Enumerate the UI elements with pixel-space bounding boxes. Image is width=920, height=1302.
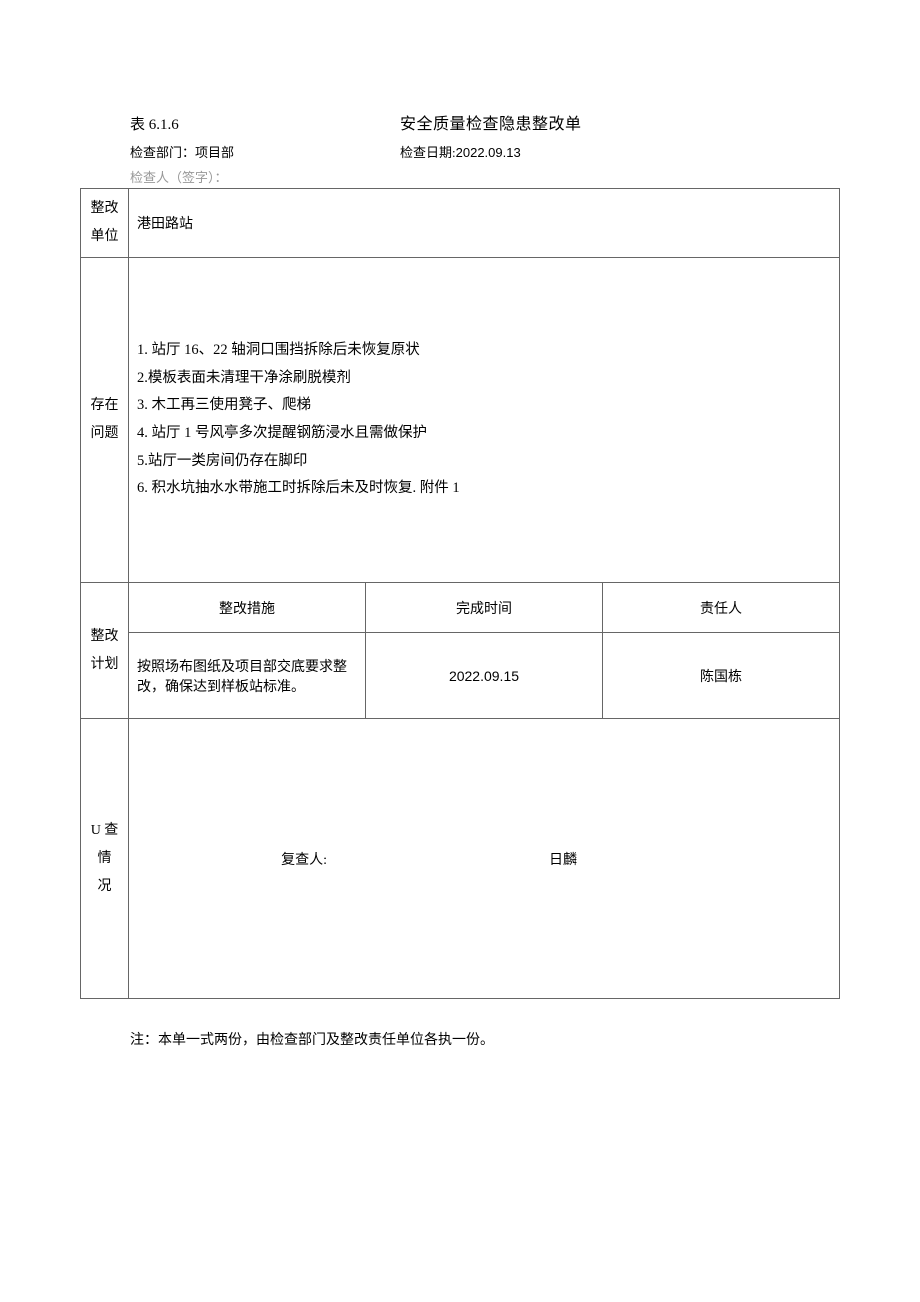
plan-body-row: 按照场布图纸及项目部交底要求整改，确保达到样板站标准。 2022.09.15 陈… xyxy=(81,633,840,719)
date-label: 检查日期: xyxy=(400,145,456,160)
date-value: 2022.09.13 xyxy=(456,145,521,160)
problem-line: 4. 站厅 1 号风亭多次提醒钢筋浸水且需做保护 xyxy=(137,420,831,448)
dept-label: 检查部门： xyxy=(130,145,195,160)
problem-line: 5.站厅一类房间仍存在脚印 xyxy=(137,448,831,476)
problem-line: 2.模板表面未清理干净涂刷脱模剂 xyxy=(137,365,831,393)
problems-cell: 1. 站厅 16、22 轴洞口围挡拆除后未恢复原状 2.模板表面未清理干净涂刷脱… xyxy=(129,258,840,583)
plan-header-time: 完成时间 xyxy=(366,583,603,633)
plan-header-row: 整改计划 整改措施 完成时间 责任人 xyxy=(81,583,840,633)
header-row: 表 6.1.6 安全质量检查隐患整改单 xyxy=(130,110,840,134)
review-cell: 复查人: 日麟 xyxy=(129,719,840,999)
table-number: 表 6.1.6 xyxy=(130,113,400,134)
review-bottom-line: 复查人: 日麟 xyxy=(137,849,831,869)
unit-row: 整改单位 港田路站 xyxy=(81,189,840,258)
problem-line: 1. 站厅 16、22 轴洞口围挡拆除后未恢复原状 xyxy=(137,337,831,365)
dept-field: 检查部门：项目部 xyxy=(130,142,400,161)
problems-row: 存在问题 1. 站厅 16、22 轴洞口围挡拆除后未恢复原状 2.模板表面未清理… xyxy=(81,258,840,583)
problem-line: 3. 木工再三使用凳子、爬梯 xyxy=(137,392,831,420)
plan-header-measure: 整改措施 xyxy=(129,583,366,633)
plan-label: 整改计划 xyxy=(81,583,129,719)
date-field: 检查日期:2022.09.13 xyxy=(400,142,521,161)
unit-value: 港田路站 xyxy=(129,189,840,258)
plan-header-person: 责任人 xyxy=(603,583,840,633)
plan-time-value: 2022.09.15 xyxy=(366,633,603,719)
problems-label: 存在问题 xyxy=(81,258,129,583)
review-row: U 查情 况 复查人: 日麟 xyxy=(81,719,840,999)
footnote: 注：本单一式两份，由检查部门及整改责任单位各执一份。 xyxy=(130,1029,840,1049)
reviewer-label: 复查人: xyxy=(137,849,337,869)
meta-row: 检查部门：项目部 检查日期:2022.09.13 xyxy=(130,142,840,161)
plan-measure-value: 按照场布图纸及项目部交底要求整改，确保达到样板站标准。 xyxy=(129,633,366,719)
dept-value: 项目部 xyxy=(195,145,234,160)
document-title: 安全质量检查隐患整改单 xyxy=(400,110,582,134)
plan-person-value: 陈国栋 xyxy=(603,633,840,719)
review-label: U 查情 况 xyxy=(81,719,129,999)
review-date-label: 日麟 xyxy=(337,849,597,869)
unit-label: 整改单位 xyxy=(81,189,129,258)
problem-line: 6. 积水坑抽水水带施工时拆除后未及时恢复. 附件 1 xyxy=(137,475,831,503)
inspector-field: 检查人（签字）： xyxy=(130,167,840,186)
rectification-form-table: 整改单位 港田路站 存在问题 1. 站厅 16、22 轴洞口围挡拆除后未恢复原状… xyxy=(80,188,840,999)
